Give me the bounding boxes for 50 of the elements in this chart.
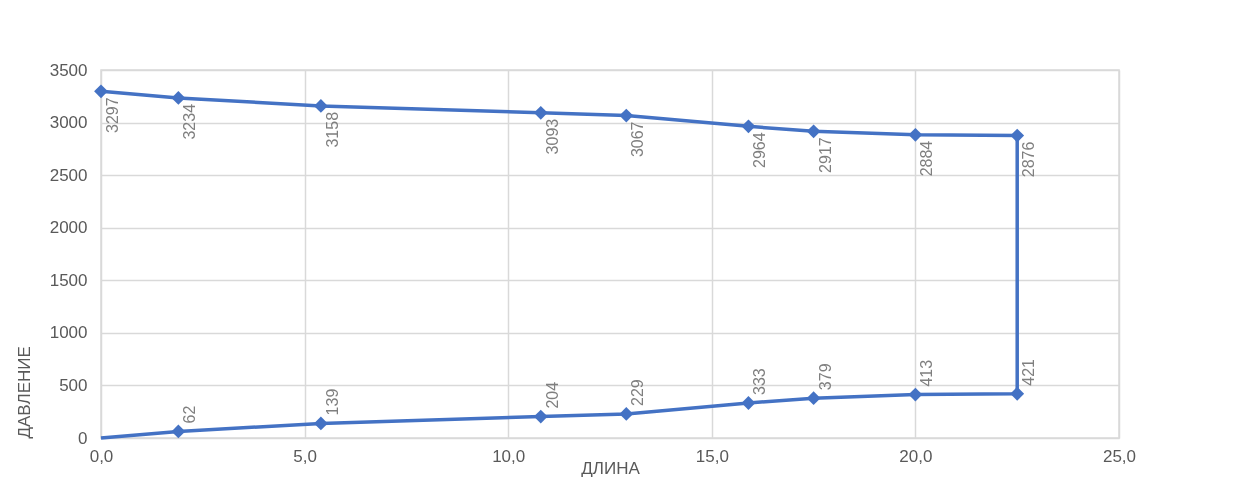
y-tick-label: 3500 bbox=[49, 60, 88, 80]
y-tick-label: 1500 bbox=[49, 270, 88, 290]
data-label: 421 bbox=[1020, 358, 1038, 386]
point bbox=[1010, 386, 1025, 401]
point bbox=[533, 409, 548, 424]
x-tick-label: 5,0 bbox=[293, 446, 317, 466]
y-tick-label: 2000 bbox=[49, 218, 88, 238]
point bbox=[806, 391, 821, 406]
data-label: 2964 bbox=[751, 132, 769, 168]
x-tick-label: 10,0 bbox=[492, 446, 526, 466]
x-tick-label: 15,0 bbox=[695, 446, 729, 466]
point bbox=[908, 387, 923, 402]
point bbox=[171, 91, 186, 105]
data-label: 333 bbox=[751, 368, 769, 395]
data-label: 2876 bbox=[1020, 141, 1038, 178]
data-label: 3297 bbox=[104, 97, 121, 133]
y-tick-label: 500 bbox=[59, 375, 88, 395]
point bbox=[908, 127, 923, 142]
x-axis-title: ДЛИНА bbox=[581, 458, 641, 478]
point bbox=[619, 108, 634, 123]
point bbox=[1010, 128, 1025, 143]
data-label: 229 bbox=[629, 379, 647, 406]
data-label: 3093 bbox=[543, 118, 561, 155]
y-axis-title: ДАВЛЕНИЕ bbox=[14, 346, 34, 439]
data-label: 2917 bbox=[816, 137, 834, 173]
data-label: 379 bbox=[816, 363, 834, 391]
point bbox=[314, 99, 328, 113]
y-tick-label: 2500 bbox=[49, 165, 88, 185]
y-tick-label: 1000 bbox=[49, 323, 88, 343]
point bbox=[619, 407, 634, 421]
x-tick-label: 25,0 bbox=[1102, 446, 1137, 466]
point bbox=[171, 424, 186, 439]
x-tick-label: 0,0 bbox=[89, 446, 114, 466]
data-label: 204 bbox=[543, 381, 561, 409]
data-label: 3234 bbox=[181, 103, 199, 140]
x-tick-label: 20,0 bbox=[899, 446, 933, 466]
point bbox=[314, 416, 328, 431]
point bbox=[741, 396, 756, 410]
data-label: 3067 bbox=[629, 121, 647, 158]
y-tick-label: 3000 bbox=[49, 113, 88, 133]
data-label: 413 bbox=[918, 359, 936, 387]
data-label: 3158 bbox=[323, 111, 341, 148]
y-tick-label: 0 bbox=[78, 428, 88, 448]
point bbox=[741, 119, 756, 134]
point bbox=[533, 105, 548, 120]
data-label: 2884 bbox=[918, 140, 936, 177]
data-label: 62 bbox=[181, 405, 199, 424]
data-label: 139 bbox=[323, 388, 341, 416]
point bbox=[94, 84, 108, 99]
point bbox=[806, 124, 821, 139]
